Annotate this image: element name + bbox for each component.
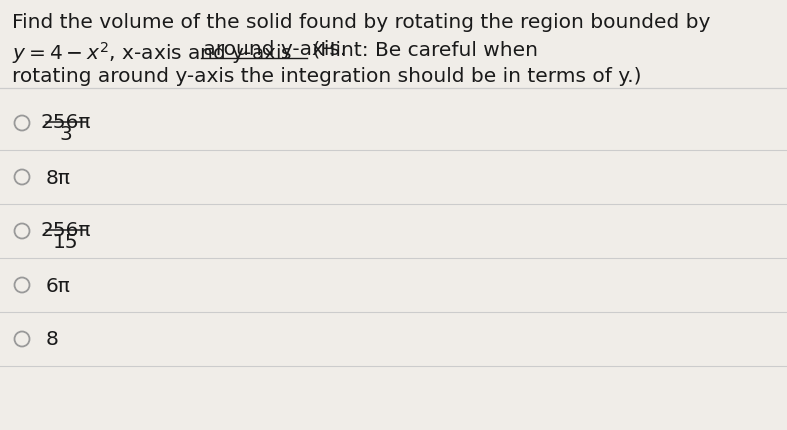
Text: 6π: 6π [46, 276, 71, 295]
Text: 8π: 8π [46, 168, 71, 187]
Text: rotating around y-axis the integration should be in terms of y.): rotating around y-axis the integration s… [12, 67, 641, 86]
Text: around y-axis.: around y-axis. [197, 40, 346, 59]
Text: 256π: 256π [41, 113, 91, 132]
Text: (Hint: Be careful when: (Hint: Be careful when [306, 40, 538, 59]
Text: $y = 4 - x^2$, x-axis and y-axis: $y = 4 - x^2$, x-axis and y-axis [12, 40, 293, 66]
Text: 15: 15 [54, 233, 79, 252]
Text: 8: 8 [46, 330, 59, 349]
Text: 3: 3 [60, 125, 72, 144]
Text: Find the volume of the solid found by rotating the region bounded by: Find the volume of the solid found by ro… [12, 13, 711, 32]
Text: 256π: 256π [41, 221, 91, 240]
